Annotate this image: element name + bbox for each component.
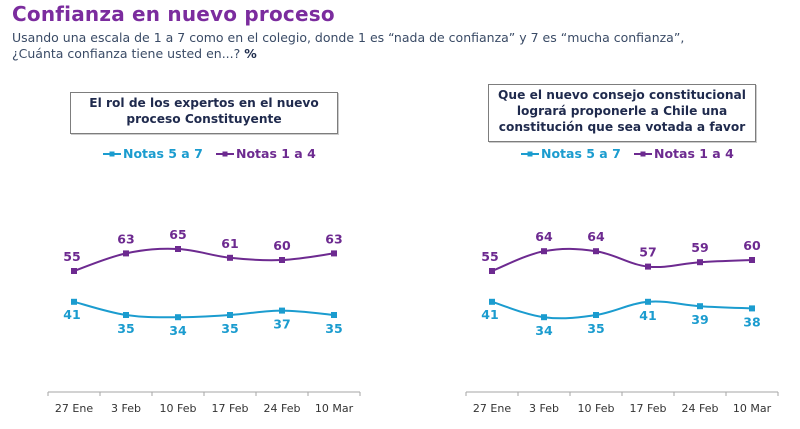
- chart-1-x-tick-label: 27 Ene: [55, 402, 93, 415]
- chart-1-title-box: El rol de los expertos en el nuevo proce…: [70, 92, 338, 134]
- chart-2-data-point: [749, 257, 755, 263]
- chart-2-data-point: [489, 298, 495, 305]
- chart-2-x-tick-label: 24 Feb: [682, 402, 719, 415]
- chart-1-series-line-notas-1-4: [73, 247, 335, 272]
- chart-1-data-point: [227, 312, 233, 318]
- chart-1-title-line: El rol de los expertos en el nuevo: [89, 96, 319, 110]
- chart-2-data-label: 41: [481, 307, 498, 322]
- chart-1-data-point: [279, 307, 285, 314]
- chart-1-data-point: [71, 268, 77, 274]
- chart-2-data-label: 60: [743, 238, 761, 253]
- chart-1-data-point: [227, 254, 233, 261]
- chart-2-data-point: [593, 248, 599, 255]
- chart-1-title-line: proceso Constituyente: [126, 112, 282, 126]
- chart-1-data-point: [123, 250, 129, 257]
- chart-2-data-point: [489, 268, 495, 274]
- chart-2-data-label: 39: [691, 312, 708, 327]
- chart-2-data-label: 41: [639, 308, 656, 323]
- chart-2-data-point: [593, 312, 599, 318]
- chart-1-legend-label: Notas 5 a 7: [123, 146, 203, 161]
- chart-1-data-label: 60: [273, 238, 291, 253]
- chart-1-data-label: 55: [63, 249, 80, 264]
- chart-2-data-point: [541, 314, 547, 321]
- chart-1-data-label: 63: [325, 231, 342, 246]
- chart-2-x-tick-label: 10 Mar: [733, 402, 772, 415]
- chart-2-x-tick-label: 10 Feb: [578, 402, 615, 415]
- chart-1-data-point: [71, 298, 77, 305]
- chart-2-data-point: [749, 305, 755, 312]
- chart-2-data-label: 55: [481, 249, 498, 264]
- subtitle-line-2: ¿Cuánta confianza tiene usted en...? %: [12, 46, 792, 62]
- chart-2-data-label: 57: [639, 245, 656, 260]
- chart-2-title-line: logrará proponerle a Chile una: [516, 104, 728, 118]
- chart-1-x-tick-label: 10 Feb: [160, 402, 197, 415]
- chart-1-series-line-notas-5-7: [73, 300, 335, 319]
- chart-2-legend-label: Notas 5 a 7: [541, 146, 621, 161]
- chart-1-data-label: 35: [117, 321, 134, 336]
- chart-2-legend-marker-icon: [527, 151, 533, 157]
- chart-1-data-label: 34: [169, 323, 187, 338]
- chart-2-x-tick-label: 3 Feb: [529, 402, 559, 415]
- chart-2-legend-label: Notas 1 a 4: [654, 146, 734, 161]
- chart-1-data-label: 65: [169, 227, 186, 242]
- chart-1-data-point: [175, 246, 181, 252]
- chart-2-data-point: [697, 259, 703, 266]
- chart-1-x-tick-label: 17 Feb: [212, 402, 249, 415]
- page-title: Confianza en nuevo proceso: [12, 2, 335, 26]
- chart-1-x-tick-label: 10 Mar: [315, 402, 354, 415]
- chart-2-title-box: Que el nuevo consejo constitucional logr…: [488, 84, 756, 142]
- chart-1-x-tick-label: 3 Feb: [111, 402, 141, 415]
- chart-1-data-label: 41: [63, 307, 80, 322]
- chart-1-legend-marker-icon: [222, 151, 228, 157]
- chart-1-data-label: 61: [221, 236, 238, 251]
- chart-2-data-label: 35: [587, 321, 604, 336]
- chart-2-data-label: 59: [691, 240, 708, 255]
- unit-label: %: [244, 46, 257, 61]
- chart-1-data-point: [331, 312, 337, 318]
- chart-1-x-tick-label: 24 Feb: [264, 402, 301, 415]
- chart-1-data-label: 35: [325, 321, 342, 336]
- page-subtitle: Usando una escala de 1 a 7 como en el co…: [12, 30, 792, 62]
- chart-1-data-label: 37: [273, 317, 290, 332]
- chart-1-legend-marker-icon: [109, 151, 115, 157]
- chart-2-data-point: [645, 298, 651, 305]
- subtitle-question: ¿Cuánta confianza tiene usted en...?: [12, 46, 241, 61]
- subtitle-line-1: Usando una escala de 1 a 7 como en el co…: [12, 30, 685, 45]
- chart-2-data-label: 38: [743, 314, 760, 329]
- chart-2-series-line-notas-5-7: [491, 300, 753, 320]
- chart-1-data-point: [175, 314, 181, 321]
- chart-2-legend-marker-icon: [640, 151, 646, 157]
- chart-2-data-point: [541, 248, 547, 255]
- chart-1-legend-label: Notas 1 a 4: [236, 146, 316, 161]
- chart-2-title-line: constitución que sea votada a favor: [498, 120, 746, 134]
- chart-2-data-label: 64: [587, 229, 605, 244]
- chart-2-series-line-notas-1-4: [491, 247, 753, 272]
- chart-2-data-label: 34: [535, 323, 553, 338]
- chart-2-data-point: [697, 303, 703, 310]
- chart-1-data-point: [331, 250, 337, 257]
- chart-2-data-point: [645, 263, 651, 270]
- chart-2-data-label: 64: [535, 229, 553, 244]
- chart-2-x-tick-label: 17 Feb: [630, 402, 667, 415]
- chart-1-data-label: 63: [117, 231, 134, 246]
- chart-1-data-label: 35: [221, 321, 238, 336]
- chart-1-data-point: [123, 312, 129, 318]
- chart-2-title-line: Que el nuevo consejo constitucional: [498, 88, 746, 102]
- chart-1-data-point: [279, 257, 285, 263]
- chart-2-x-tick-label: 27 Ene: [473, 402, 511, 415]
